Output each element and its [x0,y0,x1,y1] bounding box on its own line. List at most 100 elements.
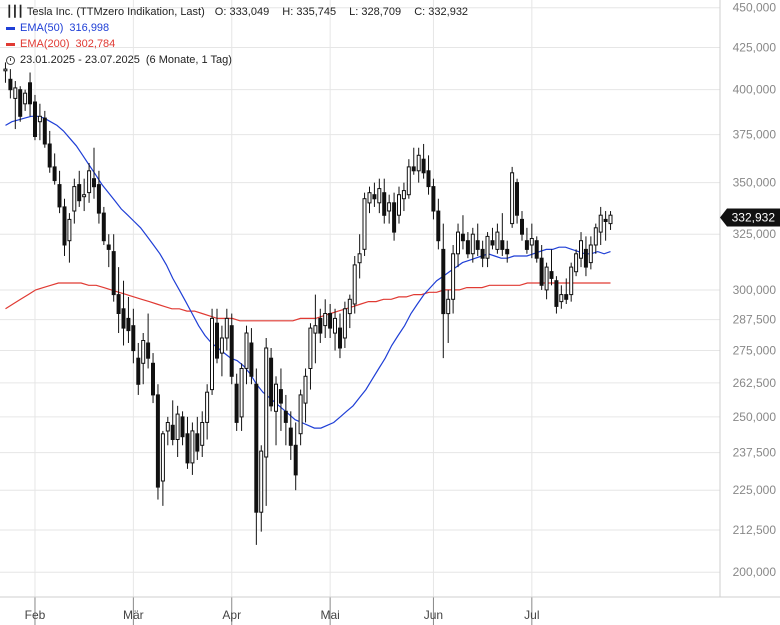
candle-body-up [3,68,8,72]
candle [308,323,313,390]
last-value-label: 332,932 [732,210,776,224]
candle [298,389,303,446]
candle [465,232,470,259]
candle-body-down [96,184,101,214]
candle-body-down [92,178,96,188]
candle [362,192,367,256]
candle-body-down [278,389,283,404]
candle-body-up [510,172,515,225]
candle-body-down [106,244,111,250]
candle-body-down [126,317,131,332]
candle-body-down [116,294,121,315]
candle-body-down [155,394,160,488]
candle [126,296,131,343]
candle-body-up [559,294,564,303]
candle-body-down [146,342,151,359]
low-value: L: 328,709 [349,6,402,18]
candle-body-up [579,240,583,259]
candle-body-up [175,413,180,441]
candle [283,394,288,446]
candle [57,170,62,214]
candle [406,159,411,199]
legend: ┃┃┃ Tesla Inc. (TTMzero Indikation, Last… [6,4,476,68]
candle [583,236,588,277]
y-tick-label: 200,000 [733,565,777,579]
legend-title-row: ┃┃┃ Tesla Inc. (TTMzero Indikation, Last… [6,4,476,20]
candle [131,308,136,364]
candle [367,186,372,214]
candle [190,422,195,475]
candle-body-down [392,202,397,233]
candle [318,308,323,343]
ema50-swatch [6,26,15,30]
candle [141,333,146,385]
candle-body-up [416,154,421,172]
y-tick-label: 400,000 [733,83,777,97]
candle [165,416,170,446]
candle [288,411,293,460]
last-value-badge [720,208,780,227]
candle [431,178,436,220]
candle-body-up [200,422,205,446]
candle-body-up [13,87,18,99]
candle-body-down [28,82,32,105]
candle [23,89,28,111]
candle [328,304,333,338]
candle-body-down [554,280,559,307]
candle-body-up [406,166,411,196]
y-tick-label: 287,500 [733,313,777,327]
candle [510,166,515,228]
candle [87,163,92,203]
candle-body-up [588,244,593,264]
candle-body-down [111,251,116,296]
candle-body-down [131,325,136,352]
x-tick-label: Feb [25,608,46,622]
candle-body-up [67,218,72,242]
candle-body-up [219,337,224,354]
candle [47,130,52,173]
candle [8,69,13,99]
x-tick-label: Jul [524,608,539,622]
candle [352,255,357,314]
candle-body-down [180,416,185,438]
candle [200,411,205,457]
high-value: H: 335,745 [282,6,337,18]
candle-body-down [338,327,342,349]
candle-body-up [544,266,549,291]
ema200-value: 302,784 [75,38,116,50]
candle [515,178,519,224]
candle [421,143,426,179]
candle-body-down [460,233,465,242]
legend-ema200[interactable]: EMA(200) 302,784 [6,36,476,52]
ema200-label: EMA(200) [20,38,70,50]
candle-body-up [190,430,195,464]
candle-body-up [529,238,534,246]
candle [121,280,126,346]
ema50-layer [5,115,611,429]
candle-body-down [229,325,234,377]
x-tick-label: Mär [123,608,144,622]
candle-body-up [239,368,244,418]
candle [549,249,554,286]
ema50-value: 316,998 [69,22,110,34]
candle [37,103,42,141]
candle [151,353,155,404]
candle-body-up [608,214,613,225]
candle-body-down [382,192,387,216]
candle-body-down [318,317,323,334]
candle-body-down [288,427,293,446]
candle [333,308,337,351]
candle [554,276,559,314]
candle [28,72,32,117]
date-range: 23.01.2025 - 23.07.2025 [20,54,140,66]
candle [534,236,539,263]
candle [244,325,249,385]
legend-ema50[interactable]: EMA(50) 316,998 [6,20,476,36]
x-axis: Feb Mär Apr Mai Jun Jul [25,597,540,625]
candle-body-up [141,340,146,364]
y-tick-label: 262,500 [733,376,777,390]
candle-body-down [195,433,200,452]
candle-body-up [352,264,357,305]
ema200-swatch [6,42,15,46]
